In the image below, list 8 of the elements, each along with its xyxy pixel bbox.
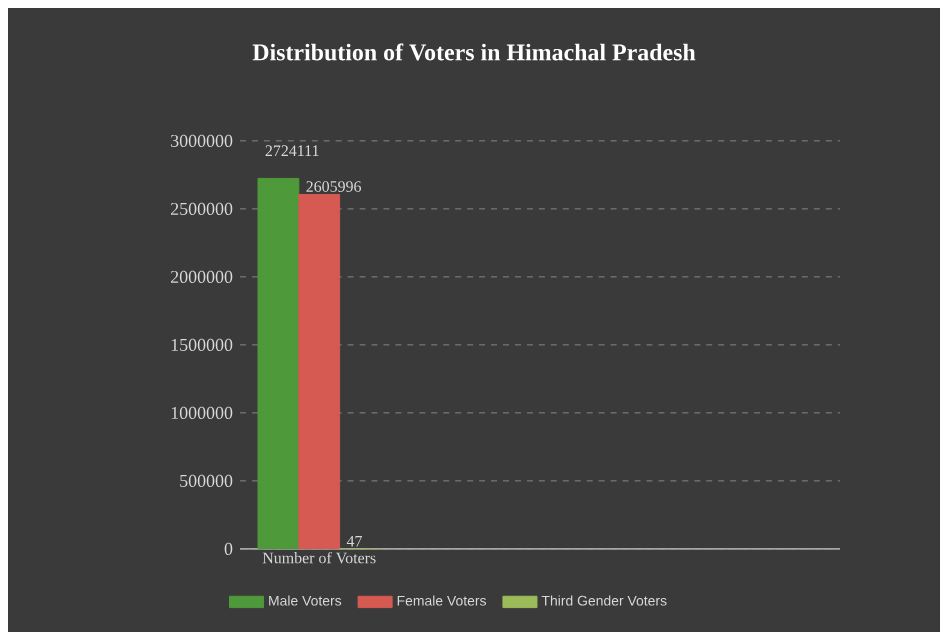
- y-tick-label: 500000: [180, 474, 233, 487]
- text: Distribution of Voters in Himachal Pradesh: [252, 43, 696, 61]
- y-tick-label: 3000000: [171, 134, 233, 147]
- y-tick-label: 1500000: [171, 338, 233, 351]
- y-tick-label: 2500000: [170, 202, 233, 215]
- y-tick-label: 1000000: [171, 406, 233, 419]
- y-tick-label: 0: [224, 542, 233, 555]
- y-tick-label: 2000000: [170, 270, 233, 283]
